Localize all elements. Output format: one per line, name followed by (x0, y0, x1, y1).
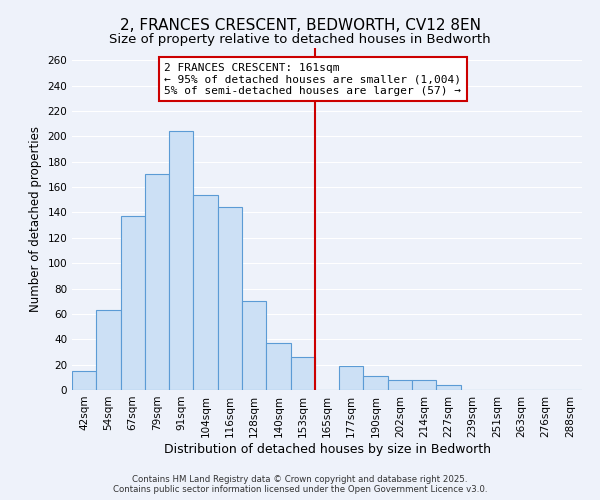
Bar (72, 371, 96, 390)
Bar (339, 366, 364, 390)
Bar (290, 357, 315, 390)
Bar (218, 208, 242, 390)
Bar (169, 131, 193, 390)
Text: 2, FRANCES CRESCENT, BEDWORTH, CV12 8EN: 2, FRANCES CRESCENT, BEDWORTH, CV12 8EN (119, 18, 481, 32)
Bar (388, 380, 412, 390)
Text: 2 FRANCES CRESCENT: 161sqm
← 95% of detached houses are smaller (1,004)
5% of se: 2 FRANCES CRESCENT: 161sqm ← 95% of deta… (164, 62, 461, 96)
Bar (96, 310, 121, 390)
Text: Size of property relative to detached houses in Bedworth: Size of property relative to detached ho… (109, 32, 491, 46)
Bar (436, 385, 461, 390)
Bar (412, 380, 436, 390)
Text: Contains HM Land Registry data © Crown copyright and database right 2025.
Contai: Contains HM Land Registry data © Crown c… (113, 474, 487, 494)
Bar (266, 343, 290, 390)
Bar (145, 174, 169, 390)
Bar (121, 216, 145, 390)
Bar (242, 301, 266, 390)
Bar (193, 194, 218, 390)
Y-axis label: Number of detached properties: Number of detached properties (29, 126, 42, 312)
Bar (364, 376, 388, 390)
X-axis label: Distribution of detached houses by size in Bedworth: Distribution of detached houses by size … (163, 442, 491, 456)
